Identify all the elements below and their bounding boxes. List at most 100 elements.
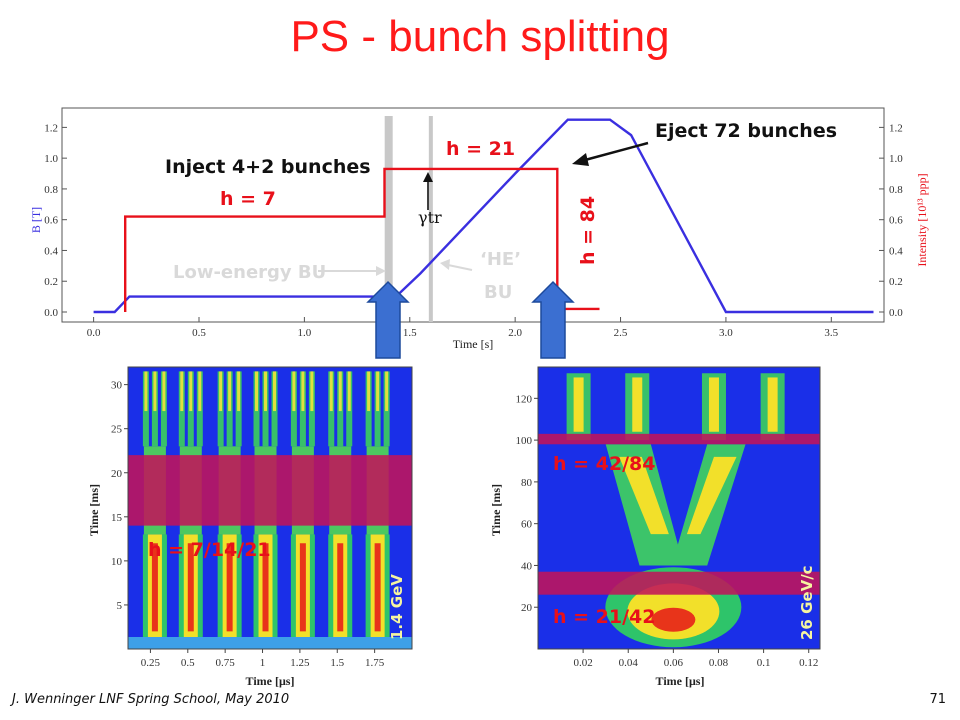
x-tick-label: 0.12 (799, 657, 818, 669)
split-branch-core (619, 456, 669, 535)
h42-84-label: h = 42/84 (553, 453, 656, 475)
x-tick-label: 3.5 (824, 327, 838, 339)
cycle-plot: 0.0 0.5 1.0 1.5 2.0 2.5 3.0 3.5 0.0 0.2 0.4 0.6 0.8… (29, 107, 929, 351)
y-tick-label: 0.8 (44, 184, 58, 196)
he-bu-arrow (447, 264, 473, 271)
low-energy-bu-label: Low-energy BU (173, 262, 326, 283)
cycle-plot-x-ticks: 0.0 0.5 1.0 1.5 2.0 2.5 3.0 3.5 (87, 317, 839, 339)
tomogram-low-energy-bottom-strip (128, 637, 412, 649)
tomogram-high-energy-frame (537, 366, 821, 650)
gamma-tr-label: γtr (418, 208, 442, 227)
x-tick-label: 1.0 (298, 327, 312, 339)
x-tick-label: 0.75 (216, 657, 236, 669)
split-branch-core (385, 371, 389, 412)
gamma-tr-arrowhead (423, 172, 433, 182)
x-tick-label: 0.1 (757, 657, 771, 669)
bu-label: BU (484, 282, 512, 303)
x-tick-label: 0.04 (619, 657, 639, 669)
y-tick-label: 20 (111, 468, 123, 480)
split-branch-core (767, 377, 778, 432)
y-tick-label: 25 (111, 424, 123, 436)
y-tick-label: 1.0 (44, 153, 58, 165)
y-tick-label: 60 (521, 519, 533, 531)
y-tick-label-right: 0.8 (889, 184, 903, 196)
tomogram-low-energy-x-ticks: 0.25 0.5 0.75 1 1.25 1.5 1.75 (141, 649, 385, 669)
split-branch-core (292, 371, 296, 412)
y-tick-label-right: 0.2 (889, 276, 903, 288)
highlight-band (538, 433, 820, 445)
slide-title: PS - bunch splitting (290, 12, 670, 61)
y-tick-label: 5 (117, 600, 123, 612)
x-tick-label: 1.75 (365, 657, 385, 669)
cycle-plot-xlabel: Time [s] (453, 337, 494, 351)
split-branch-core (180, 371, 184, 412)
bunch-peak (151, 543, 158, 632)
tomogram-low-energy-frame (127, 366, 413, 650)
eject-arrowhead (572, 153, 589, 166)
x-tick-label: 1.5 (330, 657, 344, 669)
bunch-peak (299, 543, 306, 632)
tomogram-high-energy-bands (538, 433, 820, 595)
bunch-peak (226, 543, 233, 632)
split-branch-core (708, 377, 719, 432)
tomogram-low-energy-bands (128, 455, 412, 526)
energy-14-label: 1.4 GeV (388, 574, 406, 640)
y-tick-label: 0.6 (44, 215, 58, 227)
y-tick-label: 20 (521, 602, 533, 614)
zoom-arrow-right-shape (531, 280, 575, 359)
bunch-peak (337, 543, 344, 632)
split-branch-core (228, 371, 232, 412)
x-tick-label: 3.0 (719, 327, 733, 339)
zoom-arrow-left-shape (366, 280, 410, 359)
split-branch-core (273, 371, 277, 412)
cycle-plot-ylabel-right: Intensity [10¹³ ppp] (915, 173, 929, 266)
tomogram-high-energy-ylabel: Time [ms] (489, 484, 503, 536)
y-tick-label-right: 0.6 (889, 215, 903, 227)
h7-14-21-label: h = 7/14/21 (148, 539, 271, 561)
he-bu-arrowhead (440, 259, 450, 270)
split-branch-core (255, 371, 259, 412)
transition-marker (428, 116, 433, 322)
tomogram-high-energy-y-ticks: 20 40 60 80 100 120 (516, 393, 538, 614)
y-tick-label: 120 (516, 393, 533, 405)
transition-markers (384, 116, 433, 322)
x-tick-label: 1.25 (290, 657, 310, 669)
split-branch-core (338, 371, 342, 412)
h84-label: h = 84 (577, 196, 599, 265)
y-tick-label-right: 1.0 (889, 153, 903, 165)
y-tick-label: 0.2 (44, 276, 58, 288)
transition-marker (384, 116, 393, 322)
x-tick-label: 0.02 (573, 657, 592, 669)
x-tick-label: 0.25 (141, 657, 161, 669)
he-label: ‘HE’ (480, 249, 521, 270)
split-branch-core (573, 377, 584, 432)
tomogram-high-energy: 0.02 0.04 0.06 0.08 0.1 0.12 20 40 60 80 100 120 T… (489, 366, 821, 688)
page-number: 71 (929, 692, 946, 707)
low-energy-bu-arrowhead (376, 266, 386, 276)
bunch-peak (651, 607, 696, 632)
h7-label: h = 7 (220, 188, 276, 210)
y-tick-label: 0.0 (44, 307, 58, 319)
footer-credit: J. Wenninger LNF Spring School, May 2010 (12, 692, 290, 707)
highlight-band (538, 571, 820, 595)
cycle-plot-y-ticks-left: 0.0 0.2 0.4 0.6 0.8 1.0 1.2 (44, 122, 67, 319)
y-tick-label: 15 (111, 512, 123, 524)
bunch-peak (374, 543, 381, 632)
zoom-arrow-left (366, 280, 410, 359)
inject-label: Inject 4+2 bunches (165, 156, 371, 178)
y-tick-label: 10 (111, 556, 123, 568)
split-branch-core (153, 371, 157, 412)
y-tick-label: 30 (111, 380, 123, 392)
x-tick-label: 0.5 (192, 327, 206, 339)
eject-arrow (584, 141, 649, 162)
tomogram-low-energy: 0.25 0.5 0.75 1 1.25 1.5 1.75 5 10 15 20 25 30 Time… (87, 366, 413, 688)
y-tick-label-right: 0.0 (889, 307, 903, 319)
split-branch-core (367, 371, 371, 412)
x-tick-label: 0.08 (709, 657, 729, 669)
highlight-band (128, 455, 412, 526)
energy-26-label: 26 GeV/c (798, 565, 816, 640)
tomogram-low-energy-xlabel: Time [μs] (246, 674, 295, 688)
split-branch-core (237, 371, 241, 412)
split-branch-core (329, 371, 333, 412)
